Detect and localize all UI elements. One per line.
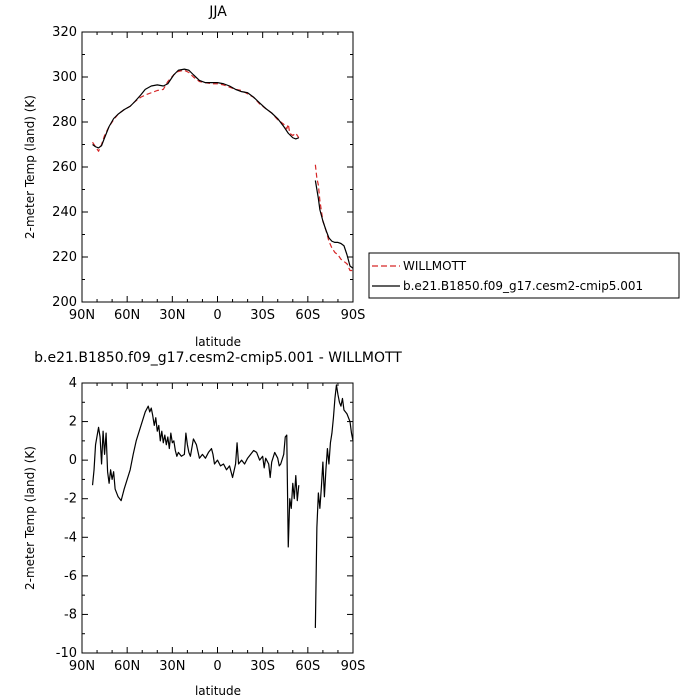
top-y-tick-label: 220	[52, 250, 77, 265]
top-series-1-segment-1	[314, 180, 354, 269]
top-x-ticks: 90N 60N 30N 0 30S 60S 90S	[69, 32, 366, 323]
legend: WILLMOTT b.e21.B1850.f09_g17.cesm2-cmip5…	[368, 252, 680, 299]
bottom-y-tick-label: -6	[64, 569, 77, 584]
bottom-chart-title: b.e21.B1850.f09_g17.cesm2-cmip5.001 - WI…	[34, 350, 402, 366]
bottom-x-tick-label: 30N	[159, 659, 185, 674]
top-y-tick-label: 280	[52, 115, 77, 130]
top-x-tick-label: 90N	[69, 308, 95, 323]
bottom-y-tick-label: -8	[64, 607, 77, 622]
top-x-tick-label: 60S	[295, 308, 320, 323]
bottom-y-tick-label: -4	[64, 530, 77, 545]
bottom-plot-frame	[81, 382, 354, 654]
bottom-y-tick-label: 4	[69, 376, 77, 391]
bottom-series-lines	[91, 384, 354, 628]
top-series-lines	[92, 68, 354, 272]
top-x-tick-label: 60N	[114, 308, 140, 323]
bottom-x-tick-label: 30S	[250, 659, 275, 674]
top-x-axis-title: latitude	[195, 335, 241, 349]
top-plot-frame	[81, 31, 354, 303]
bottom-x-axis-title: latitude	[195, 684, 241, 698]
top-chart-title: JJA	[208, 4, 227, 20]
legend-label-willmott: WILLMOTT	[403, 259, 467, 273]
bottom-x-tick-label: 90S	[341, 659, 366, 674]
top-chart: JJA 200 220 240 260 280 300 320 90N 60N 30N 0 30S 6…	[23, 4, 365, 349]
top-y-ticks: 200 220 240 260 280 300 320	[52, 25, 353, 310]
top-y-tick-label: 300	[52, 70, 77, 85]
top-x-tick-label: 30N	[159, 308, 185, 323]
bottom-series-0-segment-0	[91, 405, 300, 548]
legend-box	[368, 252, 680, 299]
bottom-chart: b.e21.B1850.f09_g17.cesm2-cmip5.001 - WI…	[23, 350, 402, 698]
top-y-tick-label: 260	[52, 160, 77, 175]
top-x-tick-label: 90S	[341, 308, 366, 323]
bottom-y-tick-label: -2	[64, 492, 77, 507]
bottom-x-tick-label: 60N	[114, 659, 140, 674]
top-y-axis-title: 2-meter Temp (land) (K)	[23, 95, 37, 239]
legend-label-model: b.e21.B1850.f09_g17.cesm2-cmip5.001	[403, 279, 643, 293]
top-series-1-segment-0	[92, 68, 300, 149]
bottom-x-tick-label: 90N	[69, 659, 95, 674]
bottom-y-tick-label: 0	[69, 453, 77, 468]
top-y-tick-label: 320	[52, 25, 77, 40]
bottom-y-tick-label: -10	[56, 646, 77, 661]
bottom-y-axis-title: 2-meter Temp (land) (K)	[23, 446, 37, 590]
bottom-series-0-segment-1	[314, 384, 354, 628]
top-y-tick-label: 200	[52, 295, 77, 310]
top-series-0-segment-1	[314, 164, 353, 272]
top-x-tick-label: 30S	[250, 308, 275, 323]
top-y-tick-label: 240	[52, 205, 77, 220]
bottom-x-tick-label: 60S	[295, 659, 320, 674]
bottom-y-tick-label: 2	[69, 415, 77, 430]
bottom-x-tick-label: 0	[213, 659, 221, 674]
top-series-0-segment-0	[92, 69, 300, 152]
bottom-x-ticks: 90N 60N 30N 0 30S 60S 90S	[69, 383, 366, 674]
top-x-tick-label: 0	[213, 308, 221, 323]
bottom-y-ticks: -10 -8 -6 -4 -2 0 2 4	[56, 376, 353, 661]
